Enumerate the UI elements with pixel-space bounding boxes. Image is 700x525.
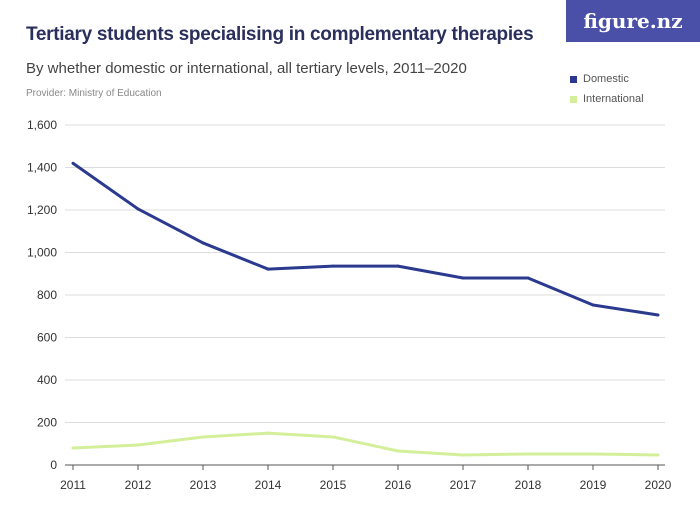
data-point [461,276,465,280]
y-tick-label: 1,600 [27,118,57,132]
x-tick-label: 2016 [385,478,412,492]
x-tick-label: 2014 [255,478,282,492]
data-point [201,241,205,245]
data-point [461,453,465,457]
legend-label: Domestic [583,73,629,85]
x-tick-label: 2018 [515,478,542,492]
data-point [656,453,660,457]
y-tick-label: 1,400 [27,161,57,175]
legend-item-domestic: Domestic [570,73,629,85]
x-tick-label: 2012 [125,478,152,492]
chart-subtitle: By whether domestic or international, al… [26,60,467,77]
x-tick-label: 2011 [60,478,86,492]
y-tick-label: 800 [37,288,57,302]
data-point [71,161,75,165]
figure-nz-logo[interactable]: figure.nz [566,0,700,42]
data-point [656,313,660,317]
x-tick-label: 2015 [320,478,347,492]
data-point [266,267,270,271]
data-point [591,452,595,456]
x-tick-label: 2017 [450,478,477,492]
data-point [201,435,205,439]
data-point [591,303,595,307]
y-tick-label: 0 [50,458,57,472]
data-point [526,276,530,280]
data-point [331,264,335,268]
data-point [266,431,270,435]
data-point [136,207,140,211]
legend-item-international: International [570,93,644,105]
data-point [71,446,75,450]
y-tick-label: 600 [37,331,57,345]
y-tick-label: 1,000 [27,246,57,260]
data-point [136,443,140,447]
legend-label: International [583,93,644,105]
data-point [396,449,400,453]
y-tick-label: 400 [37,373,57,387]
x-tick-label: 2019 [580,478,607,492]
x-tick-label: 2013 [190,478,217,492]
chart-title: Tertiary students specialising in comple… [26,24,534,45]
data-point [396,264,400,268]
series-line-international [72,431,659,457]
y-tick-label: 200 [37,416,57,430]
x-tick-label: 2020 [645,478,672,492]
legend-swatch [570,75,577,83]
data-point [331,435,335,439]
series-line-domestic [72,162,659,317]
legend-swatch [570,95,577,103]
data-point [526,452,530,456]
y-tick-label: 1,200 [27,203,57,217]
provider-note: Provider: Ministry of Education [26,88,162,99]
